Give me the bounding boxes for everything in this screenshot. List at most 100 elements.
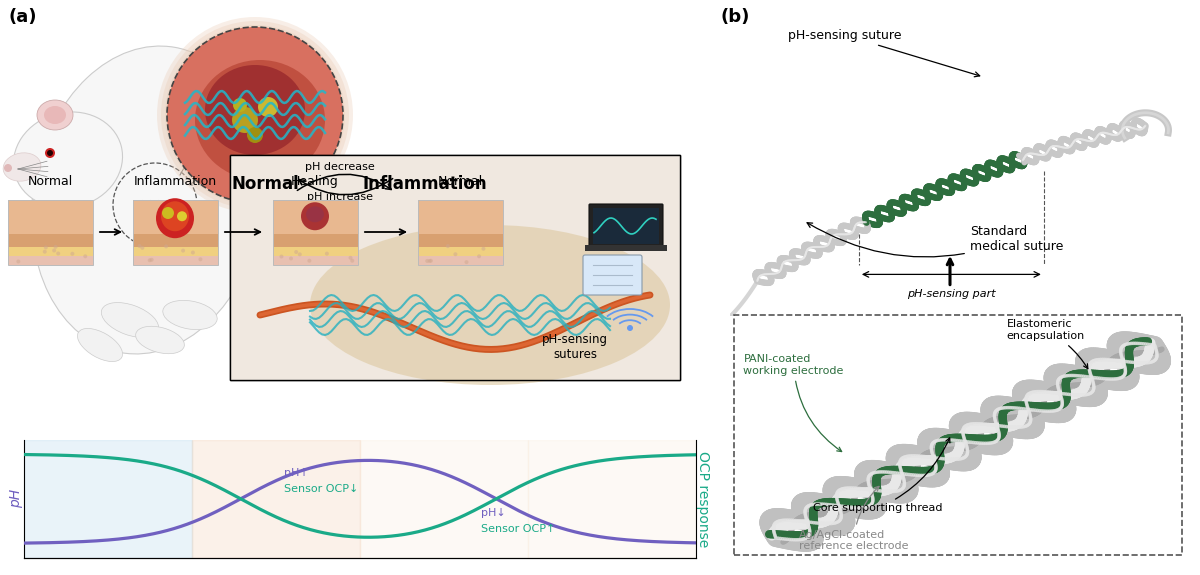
Circle shape <box>280 255 283 259</box>
Circle shape <box>157 17 353 213</box>
FancyBboxPatch shape <box>274 200 358 236</box>
Circle shape <box>232 107 258 133</box>
Circle shape <box>307 259 311 263</box>
Ellipse shape <box>161 201 190 231</box>
FancyBboxPatch shape <box>583 255 642 295</box>
Text: pH increase: pH increase <box>307 192 373 202</box>
Circle shape <box>425 259 430 263</box>
Circle shape <box>178 211 187 221</box>
Ellipse shape <box>101 302 158 338</box>
FancyBboxPatch shape <box>133 256 218 265</box>
Text: Core supporting thread: Core supporting thread <box>812 438 950 513</box>
Circle shape <box>350 259 354 263</box>
Circle shape <box>140 246 144 250</box>
Circle shape <box>46 148 55 158</box>
FancyBboxPatch shape <box>133 200 218 236</box>
Bar <box>528 440 696 558</box>
Ellipse shape <box>13 112 122 208</box>
Bar <box>360 440 528 558</box>
Text: Sensor OCP↓: Sensor OCP↓ <box>284 484 359 494</box>
FancyBboxPatch shape <box>133 247 218 257</box>
Circle shape <box>47 150 53 156</box>
Ellipse shape <box>136 326 185 354</box>
Circle shape <box>198 257 203 261</box>
Ellipse shape <box>31 46 264 354</box>
Text: Normal: Normal <box>28 175 73 188</box>
Ellipse shape <box>163 300 217 329</box>
Text: pH-sensing part: pH-sensing part <box>907 289 996 300</box>
Circle shape <box>478 254 481 258</box>
Circle shape <box>298 252 301 256</box>
FancyBboxPatch shape <box>274 256 358 265</box>
Ellipse shape <box>306 206 324 223</box>
FancyBboxPatch shape <box>133 235 218 249</box>
Circle shape <box>138 244 142 248</box>
Text: Healing: Healing <box>292 175 338 188</box>
FancyBboxPatch shape <box>8 235 94 249</box>
Circle shape <box>464 260 468 264</box>
FancyBboxPatch shape <box>734 316 1182 555</box>
Text: pH decrease: pH decrease <box>305 162 374 172</box>
Text: Sensor OCP↑: Sensor OCP↑ <box>481 524 556 534</box>
FancyBboxPatch shape <box>418 256 503 265</box>
FancyBboxPatch shape <box>230 155 680 380</box>
Circle shape <box>83 254 88 258</box>
Circle shape <box>325 252 329 256</box>
Ellipse shape <box>194 60 325 180</box>
Circle shape <box>247 127 263 143</box>
Circle shape <box>446 244 450 248</box>
FancyBboxPatch shape <box>586 245 667 251</box>
Circle shape <box>43 250 47 254</box>
FancyBboxPatch shape <box>418 247 503 257</box>
Text: pH-sensing suture: pH-sensing suture <box>788 29 979 77</box>
FancyBboxPatch shape <box>230 155 680 380</box>
Circle shape <box>481 247 486 251</box>
Circle shape <box>54 245 58 249</box>
Text: pH↑: pH↑ <box>284 468 310 478</box>
FancyBboxPatch shape <box>593 208 659 244</box>
Circle shape <box>628 325 634 331</box>
Ellipse shape <box>310 225 670 385</box>
Text: pH-sensing
sutures: pH-sensing sutures <box>542 333 608 361</box>
Ellipse shape <box>4 153 41 181</box>
Text: PANI-coated
working electrode: PANI-coated working electrode <box>744 354 844 451</box>
Text: pH↓: pH↓ <box>481 508 505 518</box>
Circle shape <box>52 248 56 252</box>
Circle shape <box>233 98 247 112</box>
FancyBboxPatch shape <box>8 247 94 257</box>
Circle shape <box>294 250 298 254</box>
Text: Ag/AgCl-coated
reference electrode: Ag/AgCl-coated reference electrode <box>799 486 908 551</box>
Text: Normal: Normal <box>437 175 482 188</box>
Y-axis label: pH: pH <box>8 489 23 508</box>
Circle shape <box>161 21 349 209</box>
Circle shape <box>17 259 20 263</box>
Text: Inflammation: Inflammation <box>133 175 216 188</box>
Circle shape <box>181 248 185 252</box>
Text: Elastomeric
encapsulation: Elastomeric encapsulation <box>1007 320 1088 369</box>
FancyBboxPatch shape <box>274 247 358 257</box>
Circle shape <box>162 207 174 219</box>
Text: Standard
medical suture: Standard medical suture <box>808 223 1063 257</box>
FancyBboxPatch shape <box>274 235 358 249</box>
Circle shape <box>167 27 343 203</box>
Circle shape <box>44 246 48 250</box>
Ellipse shape <box>44 106 66 124</box>
Circle shape <box>150 258 154 262</box>
Text: (a): (a) <box>8 8 36 26</box>
Circle shape <box>164 244 168 248</box>
Circle shape <box>56 251 60 255</box>
Bar <box>192 440 360 558</box>
Circle shape <box>454 252 457 256</box>
Circle shape <box>166 25 346 205</box>
Circle shape <box>428 259 433 263</box>
FancyBboxPatch shape <box>418 235 503 249</box>
Circle shape <box>71 252 74 256</box>
Circle shape <box>289 256 293 260</box>
Circle shape <box>148 258 151 262</box>
Circle shape <box>191 251 194 255</box>
Circle shape <box>4 164 12 172</box>
Circle shape <box>427 259 432 263</box>
Text: (b): (b) <box>720 8 749 26</box>
Ellipse shape <box>78 328 122 362</box>
FancyBboxPatch shape <box>8 256 94 265</box>
